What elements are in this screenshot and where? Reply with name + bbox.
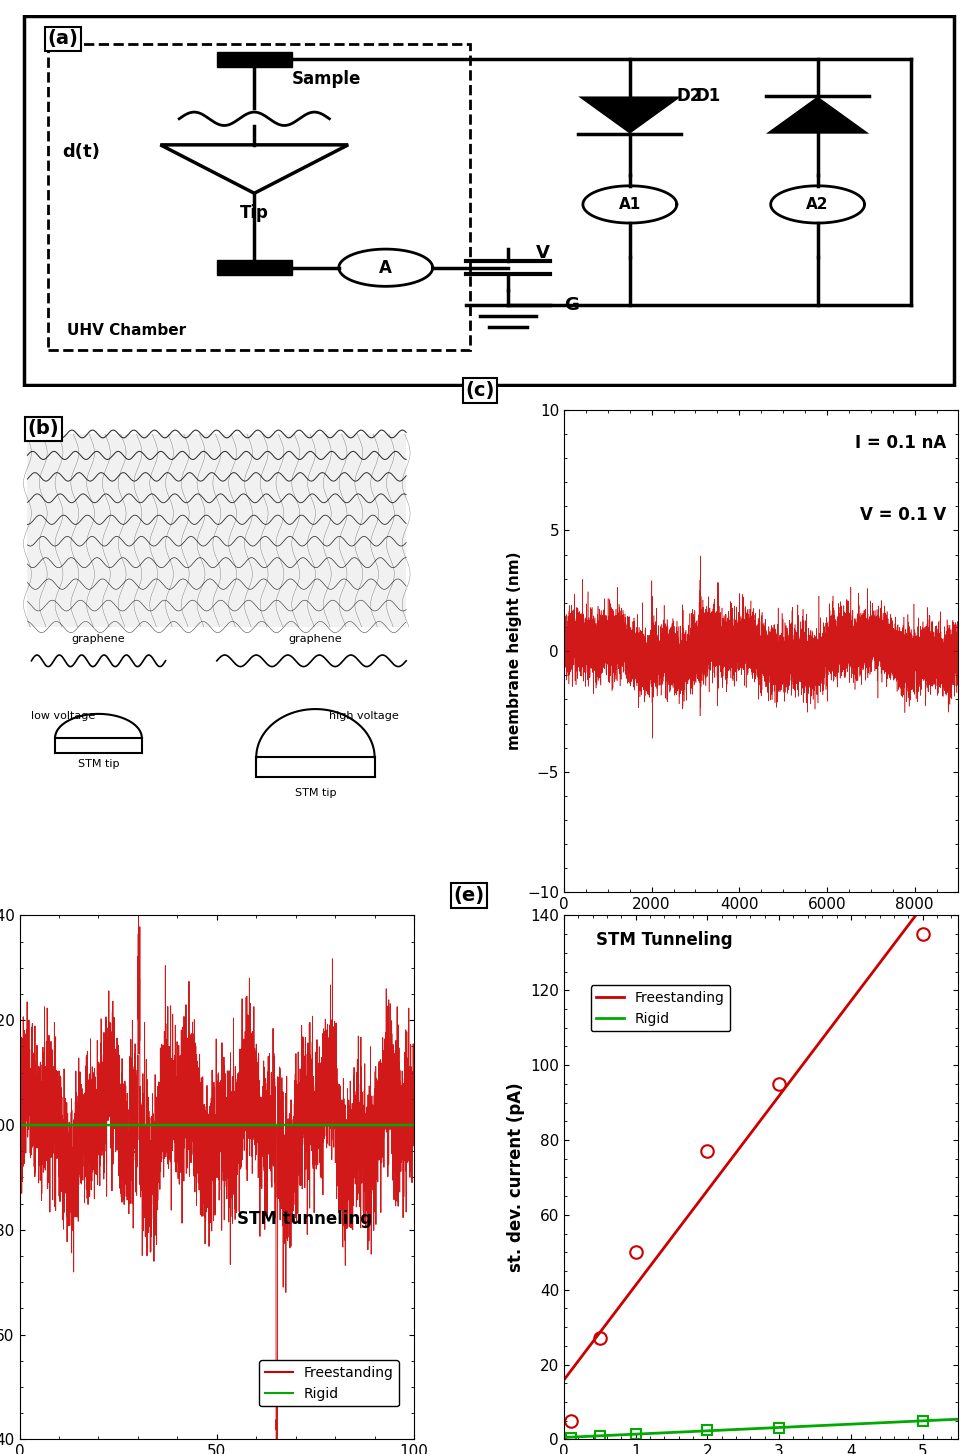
Text: STM Tunneling: STM Tunneling: [595, 931, 732, 949]
Text: STM tip: STM tip: [77, 759, 119, 769]
Text: (c): (c): [465, 381, 494, 400]
Text: (e): (e): [453, 885, 485, 904]
Polygon shape: [577, 96, 681, 134]
Text: d(t): d(t): [62, 144, 100, 161]
Text: high voltage: high voltage: [328, 711, 398, 721]
Text: V: V: [535, 244, 549, 262]
X-axis label: time (s): time (s): [724, 917, 797, 936]
Text: (a): (a): [48, 29, 78, 48]
Text: I = 0.1 nA: I = 0.1 nA: [855, 433, 946, 452]
Y-axis label: st. dev. current (pA): st. dev. current (pA): [506, 1083, 524, 1272]
Text: Tip: Tip: [239, 205, 269, 222]
Text: V = 0.1 V: V = 0.1 V: [860, 506, 946, 525]
Polygon shape: [765, 96, 869, 134]
Text: graphene: graphene: [288, 634, 342, 644]
Text: A1: A1: [618, 196, 640, 212]
Text: A: A: [379, 259, 392, 276]
Polygon shape: [27, 433, 405, 627]
Text: (b): (b): [27, 420, 59, 439]
Y-axis label: membrane height (nm): membrane height (nm): [506, 553, 521, 750]
Text: D2: D2: [676, 87, 701, 106]
Text: low voltage: low voltage: [31, 711, 96, 721]
Text: STM tunneling: STM tunneling: [236, 1210, 371, 1229]
Text: Sample: Sample: [291, 70, 361, 89]
Bar: [217, 260, 291, 275]
Legend: Freestanding, Rigid: Freestanding, Rigid: [259, 1361, 399, 1406]
Text: UHV Chamber: UHV Chamber: [66, 323, 186, 339]
Bar: [217, 52, 291, 67]
Text: A2: A2: [805, 196, 828, 212]
Text: graphene: graphene: [71, 634, 125, 644]
Legend: Freestanding, Rigid: Freestanding, Rigid: [590, 986, 730, 1031]
Polygon shape: [160, 145, 348, 193]
Bar: [48, 44, 470, 349]
Text: G: G: [564, 297, 578, 314]
Text: D1: D1: [695, 87, 720, 106]
Text: STM tip: STM tip: [294, 788, 336, 798]
